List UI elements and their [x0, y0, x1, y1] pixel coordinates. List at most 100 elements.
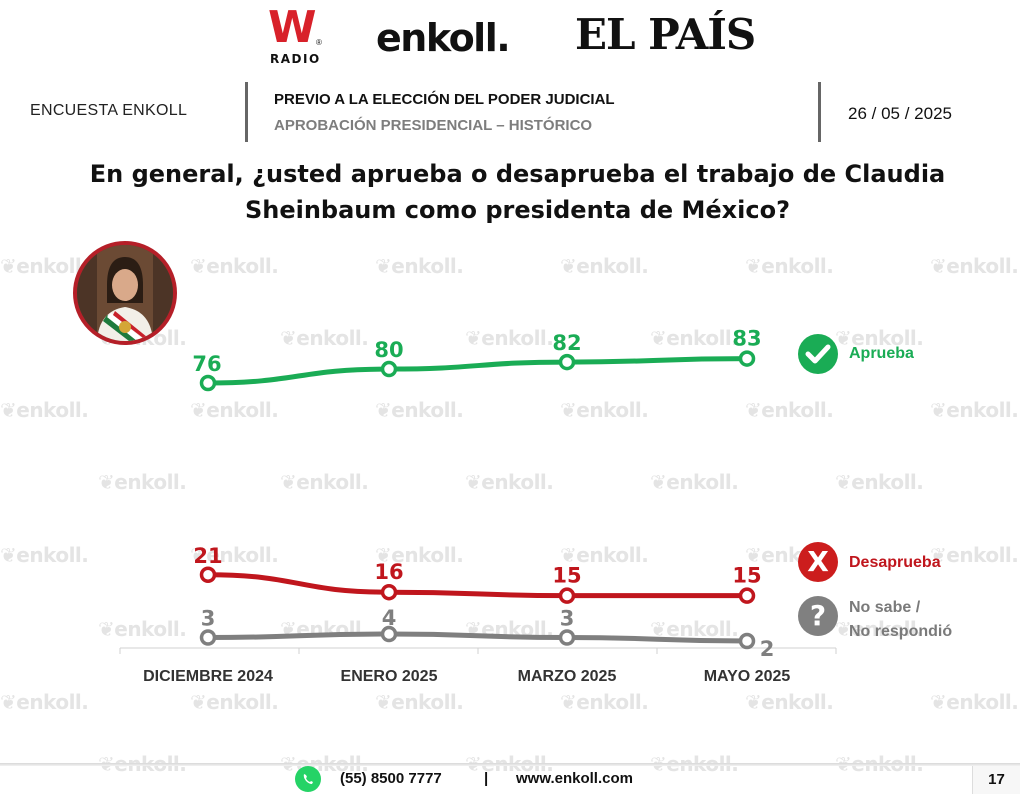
- watermark-enkoll: ❦enkoll.: [835, 617, 924, 641]
- watermark-enkoll: ❦enkoll.: [375, 398, 464, 422]
- data-label: 82: [552, 331, 581, 355]
- data-point: [738, 350, 756, 367]
- watermark-enkoll: ❦enkoll.: [190, 543, 279, 567]
- watermark-enkoll: ❦enkoll.: [465, 326, 554, 350]
- x-circle-icon: X: [798, 542, 838, 582]
- watermark-enkoll: ❦enkoll.: [0, 690, 89, 714]
- watermark-enkoll: ❦enkoll.: [190, 398, 279, 422]
- data-point: [380, 583, 398, 601]
- footer-website-link[interactable]: www.enkoll.com: [516, 770, 633, 787]
- watermark-enkoll: ❦enkoll.: [835, 470, 924, 494]
- data-point: [199, 566, 217, 584]
- footer-separator: |: [484, 770, 489, 787]
- header-divider-right: [818, 82, 821, 142]
- data-label: 3: [560, 607, 575, 631]
- data-label: 3: [201, 607, 216, 631]
- data-label: 80: [374, 338, 403, 362]
- question-line-1: En general, ¿usted aprueba o desaprueba …: [89, 160, 946, 188]
- data-label: 83: [732, 327, 761, 351]
- watermark-enkoll: ❦enkoll.: [0, 254, 89, 278]
- legend-label-desaprueba: Desaprueba: [849, 554, 941, 571]
- watermark-enkoll: ❦enkoll.: [560, 543, 649, 567]
- whatsapp-icon: [295, 766, 321, 792]
- data-point: [738, 587, 756, 604]
- w-radio-logo-sub: RADIO: [270, 52, 321, 66]
- watermark-enkoll: ❦enkoll.: [930, 543, 1019, 567]
- page-number: 17: [972, 766, 1020, 794]
- watermark-enkoll: ❦enkoll.: [190, 690, 279, 714]
- watermark-enkoll: ❦enkoll.: [930, 398, 1019, 422]
- watermark-enkoll: ❦enkoll.: [280, 470, 369, 494]
- footer-phone: (55) 8500 7777: [340, 770, 442, 787]
- data-label: 16: [374, 560, 403, 584]
- watermark-enkoll: ❦enkoll.: [375, 254, 464, 278]
- data-point: [380, 360, 398, 378]
- check-circle-icon: [798, 334, 838, 374]
- watermark-enkoll: ❦enkoll.: [560, 254, 649, 278]
- w-radio-logo: W ® RADIO: [268, 2, 328, 66]
- watermark-enkoll: ❦enkoll.: [375, 543, 464, 567]
- x-tick-label: MAYO 2025: [704, 668, 791, 685]
- legend-label-no-sabe-line-2: No respondió: [849, 623, 953, 640]
- survey-question: En general, ¿usted aprueba o desaprueba …: [60, 156, 975, 228]
- legend-label-no-sabe: No sabe / No respondió: [849, 596, 979, 644]
- data-label: 15: [732, 564, 761, 588]
- watermark-enkoll: ❦enkoll.: [745, 398, 834, 422]
- data-point: [199, 629, 217, 646]
- w-radio-logo-mark: ®: [316, 38, 322, 47]
- legend-label-no-sabe-line-1: No sabe /: [849, 599, 921, 616]
- series-line-0: [205, 356, 750, 386]
- footer-divider: [0, 763, 1020, 766]
- watermark-enkoll: ❦enkoll.: [98, 470, 187, 494]
- data-label: 21: [193, 544, 222, 568]
- watermark-enkoll: ❦enkoll.: [745, 254, 834, 278]
- watermark-enkoll: ❦enkoll.: [190, 254, 279, 278]
- header-divider-left: [245, 82, 248, 142]
- data-point: [738, 632, 756, 650]
- data-point: [380, 625, 398, 643]
- president-portrait-avatar: [73, 241, 177, 345]
- check-mark-glyph: [805, 344, 831, 364]
- whatsapp-glyph: [303, 774, 313, 784]
- data-point: [558, 353, 576, 371]
- watermark-enkoll: ❦enkoll.: [375, 690, 464, 714]
- portrait-illustration: [77, 245, 173, 341]
- watermark-enkoll: ❦enkoll.: [930, 254, 1019, 278]
- watermark-enkoll: ❦enkoll.: [0, 543, 89, 567]
- data-label: 15: [552, 564, 581, 588]
- data-label: 4: [382, 606, 397, 630]
- watermark-enkoll: ❦enkoll.: [0, 398, 89, 422]
- watermark-enkoll: ❦enkoll.: [650, 617, 739, 641]
- header-subtitle: APROBACIÓN PRESIDENCIAL – HISTÓRICO: [274, 117, 593, 134]
- watermark-enkoll: ❦enkoll.: [560, 398, 649, 422]
- watermark-enkoll: ❦enkoll.: [98, 617, 187, 641]
- watermark-enkoll: ❦enkoll.: [650, 470, 739, 494]
- enkoll-logo: enkoll.: [376, 16, 511, 60]
- watermark-enkoll: ❦enkoll.: [930, 690, 1019, 714]
- header-title: PREVIO A LA ELECCIÓN DEL PODER JUDICIAL: [274, 91, 615, 108]
- x-tick-label: DICIEMBRE 2024: [143, 668, 273, 685]
- watermark-enkoll: ❦enkoll.: [745, 690, 834, 714]
- el-pais-logo: EL PAÍS: [575, 10, 756, 59]
- series-line-1: [205, 572, 750, 599]
- series-line-2: [205, 631, 750, 644]
- survey-label: ENCUESTA ENKOLL: [30, 102, 188, 119]
- survey-date: 26 / 05 / 2025: [848, 104, 952, 123]
- w-radio-logo-letter: W: [268, 2, 317, 53]
- data-label: 2: [760, 637, 775, 661]
- legend-label-aprueba: Aprueba: [849, 345, 914, 362]
- watermark-enkoll: ❦enkoll.: [465, 470, 554, 494]
- watermark-enkoll: ❦enkoll.: [650, 326, 739, 350]
- watermark-enkoll: ❦enkoll.: [560, 690, 649, 714]
- data-point: [558, 587, 576, 604]
- question-circle-icon: ?: [798, 596, 838, 636]
- watermark-enkoll: ❦enkoll.: [835, 326, 924, 350]
- x-tick-label: MARZO 2025: [518, 668, 617, 685]
- watermark-enkoll: ❦enkoll.: [280, 326, 369, 350]
- data-label: 76: [192, 352, 221, 376]
- data-point: [199, 374, 217, 392]
- data-point: [558, 629, 576, 646]
- question-line-2: Sheinbaum como presidenta de México?: [244, 196, 791, 224]
- x-tick-label: ENERO 2025: [341, 668, 438, 685]
